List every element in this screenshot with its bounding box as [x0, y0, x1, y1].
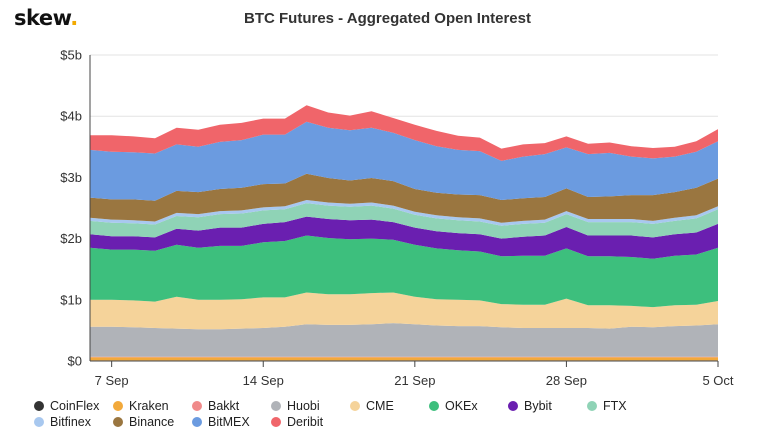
area-series-bybit [90, 216, 718, 259]
area-series-huobi [90, 323, 718, 357]
legend-label: FTX [603, 399, 627, 413]
legend-label: CME [366, 399, 394, 413]
legend-item-binance[interactable]: Binance [113, 415, 192, 429]
chart-legend: CoinFlex Kraken Bakkt Huobi CME OKEx Bybit FTX … [34, 398, 754, 430]
chart-canvas: $0 $1b $2b $3b $4b $5b 7 Sep 14 Sep 21 Sep 28 Sep… [60, 48, 734, 389]
x-tick-label: 21 Sep [394, 373, 435, 388]
x-tick-label: 7 Sep [95, 373, 129, 388]
legend-swatch [508, 401, 518, 411]
area-series-cme [90, 292, 718, 330]
x-tick-label: 5 Oct [702, 373, 733, 388]
legend-label: Bitfinex [50, 415, 91, 429]
chart-title: BTC Futures - Aggregated Open Interest [244, 10, 531, 27]
area-series-deribit [90, 105, 718, 161]
legend-label: Kraken [129, 399, 169, 413]
area-series-kraken [90, 357, 718, 361]
legend-label: Deribit [287, 415, 324, 429]
legend-item-bakkt[interactable]: Bakkt [192, 399, 271, 413]
legend-label: Bakkt [208, 399, 240, 413]
y-tick-label: $1b [60, 292, 82, 307]
legend-label: CoinFlex [50, 399, 100, 413]
legend-swatch [587, 401, 597, 411]
area-series-bitfinex [90, 200, 718, 226]
legend-swatch [350, 401, 360, 411]
y-tick-label: $4b [60, 109, 82, 124]
legend-item-bybit[interactable]: Bybit [508, 399, 587, 413]
area-series-binance [90, 173, 718, 223]
legend-swatch [271, 401, 281, 411]
skew-logo: skew. [14, 6, 78, 30]
legend-label: Binance [129, 415, 175, 429]
x-tick-label: 28 Sep [546, 373, 587, 388]
legend-swatch [192, 401, 202, 411]
legend-swatch [34, 417, 44, 427]
area-series-ftx [90, 203, 718, 239]
legend-label: BitMEX [208, 415, 250, 429]
legend-row: CoinFlex Kraken Bakkt Huobi CME OKEx Bybit FTX [34, 398, 754, 414]
y-tick-label: $3b [60, 170, 82, 185]
x-tick-label: 14 Sep [243, 373, 284, 388]
legend-swatch [113, 417, 123, 427]
legend-label: Huobi [287, 399, 320, 413]
legend-swatch [113, 401, 123, 411]
legend-swatch [192, 417, 202, 427]
area-series-bitmex [90, 121, 718, 201]
legend-item-kraken[interactable]: Kraken [113, 399, 192, 413]
legend-item-cme[interactable]: CME [350, 399, 429, 413]
y-tick-label: $5b [60, 48, 82, 63]
legend-item-coinflex[interactable]: CoinFlex [34, 399, 113, 413]
area-series-bakkt [90, 356, 718, 358]
legend-label: OKEx [445, 399, 478, 413]
legend-item-ftx[interactable]: FTX [587, 399, 666, 413]
legend-item-okex[interactable]: OKEx [429, 399, 508, 413]
y-tick-label: $0 [68, 354, 82, 369]
legend-swatch [34, 401, 44, 411]
legend-swatch [271, 417, 281, 427]
y-tick-label: $2b [60, 231, 82, 246]
legend-item-huobi[interactable]: Huobi [271, 399, 350, 413]
legend-label: Bybit [524, 399, 552, 413]
legend-swatch [429, 401, 439, 411]
legend-item-deribit[interactable]: Deribit [271, 415, 350, 429]
area-series-okex [90, 235, 718, 308]
legend-row: Bitfinex Binance BitMEX Deribit [34, 414, 754, 430]
legend-item-bitmex[interactable]: BitMEX [192, 415, 271, 429]
legend-item-bitfinex[interactable]: Bitfinex [34, 415, 113, 429]
